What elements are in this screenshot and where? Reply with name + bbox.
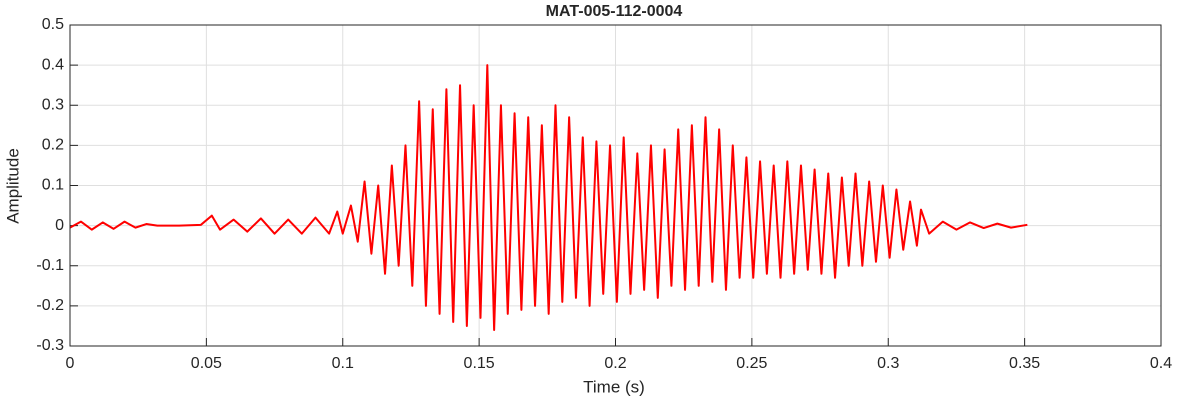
y-tick-label: 0.5 [42, 16, 64, 33]
y-tick-label: 0.3 [42, 96, 64, 113]
signal-line [69, 64, 1028, 331]
x-tick-label: 0.4 [1150, 355, 1172, 372]
y-tick-label: 0.4 [42, 56, 64, 73]
x-tick-label: 0.3 [877, 355, 899, 372]
x-axis-label: Time (s) [583, 377, 645, 396]
chart-title: MAT-005-112-0004 [546, 3, 683, 20]
x-tick-label: 0.1 [332, 355, 354, 372]
plot-frame [69, 24, 1162, 347]
x-tick-label: 0.05 [191, 355, 222, 372]
x-tick-label: 0.25 [736, 355, 767, 372]
y-tick-label: -0.2 [36, 297, 64, 314]
y-tick-label: 0.2 [42, 137, 64, 154]
y-tick-label: -0.1 [36, 257, 64, 274]
y-tick-label: 0.1 [42, 177, 64, 194]
y-tick-label: -0.3 [36, 337, 64, 354]
y-axis-label: Amplitude [3, 148, 22, 224]
x-tick-label: 0.15 [464, 355, 495, 372]
x-tick-label: 0 [66, 355, 75, 372]
x-tick-label: 0.2 [604, 355, 626, 372]
x-tick-label: 0.35 [1009, 355, 1040, 372]
y-tick-label: 0 [55, 217, 64, 234]
